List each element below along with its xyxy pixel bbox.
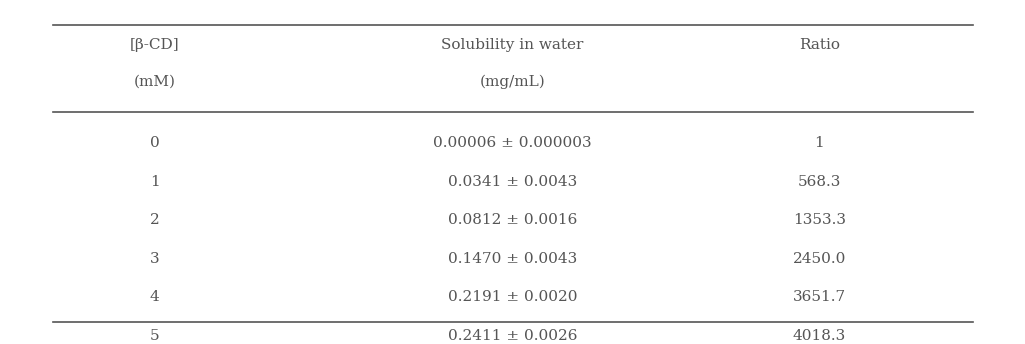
Text: [β-CD]: [β-CD] <box>130 38 179 52</box>
Text: 2: 2 <box>150 213 160 227</box>
Text: 3: 3 <box>150 252 160 266</box>
Text: Ratio: Ratio <box>798 38 839 52</box>
Text: 1353.3: 1353.3 <box>792 213 846 227</box>
Text: (mM): (mM) <box>133 75 175 89</box>
Text: 0.0341 ± 0.0043: 0.0341 ± 0.0043 <box>448 175 577 189</box>
Text: Solubility in water: Solubility in water <box>442 38 583 52</box>
Text: 568.3: 568.3 <box>797 175 840 189</box>
Text: 3651.7: 3651.7 <box>792 290 846 304</box>
Text: 0.2191 ± 0.0020: 0.2191 ± 0.0020 <box>448 290 577 304</box>
Text: 0.0812 ± 0.0016: 0.0812 ± 0.0016 <box>448 213 577 227</box>
Text: 1: 1 <box>150 175 160 189</box>
Text: 0: 0 <box>150 137 160 150</box>
Text: 2450.0: 2450.0 <box>792 252 846 266</box>
Text: (mg/mL): (mg/mL) <box>480 74 545 89</box>
Text: 0.1470 ± 0.0043: 0.1470 ± 0.0043 <box>448 252 577 266</box>
Text: 0.00006 ± 0.000003: 0.00006 ± 0.000003 <box>434 137 591 150</box>
Text: 4018.3: 4018.3 <box>792 329 846 343</box>
Text: 4: 4 <box>150 290 160 304</box>
Text: 0.2411 ± 0.0026: 0.2411 ± 0.0026 <box>448 329 577 343</box>
Text: 5: 5 <box>150 329 160 343</box>
Text: 1: 1 <box>814 137 824 150</box>
